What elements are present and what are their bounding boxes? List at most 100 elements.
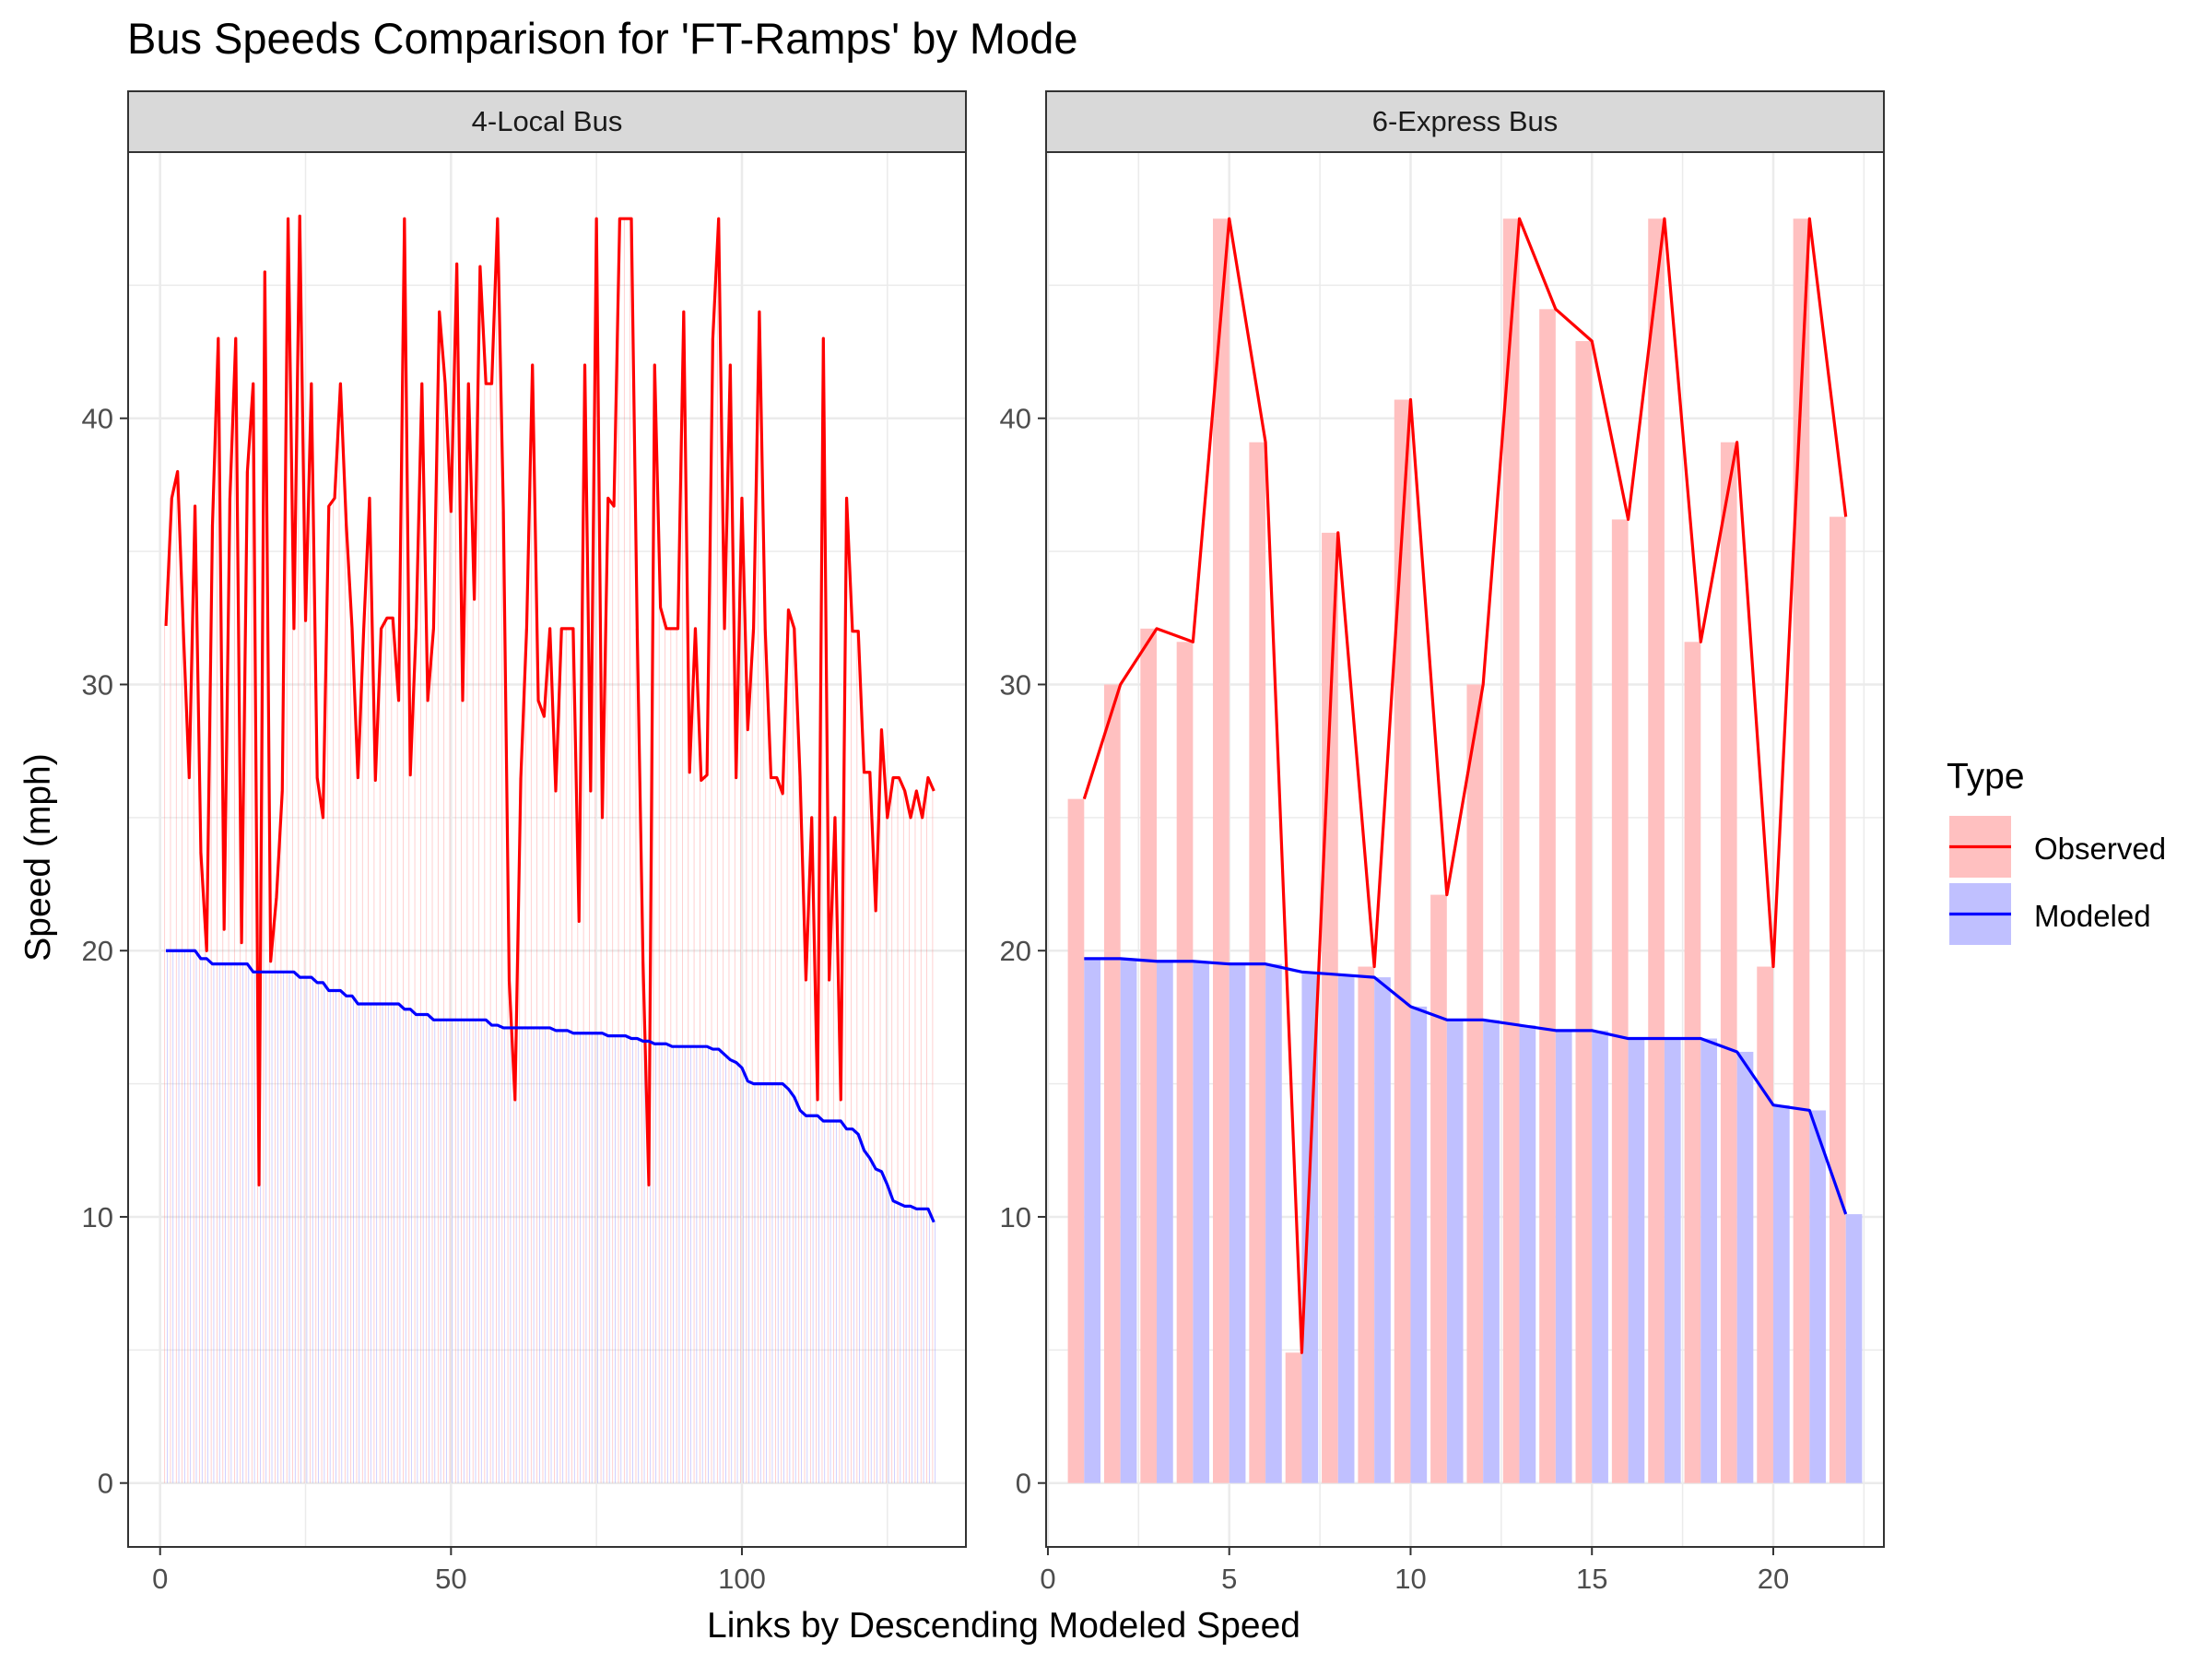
y-tick-label: 20 <box>1000 935 1031 967</box>
observed-bar <box>1176 642 1194 1483</box>
observed-bar <box>187 777 189 1483</box>
observed-bar <box>303 620 305 1483</box>
observed-bar <box>437 312 439 1483</box>
observed-bar <box>512 1099 514 1483</box>
modeled-bar <box>859 1134 861 1483</box>
observed-bar <box>926 777 927 1483</box>
modeled-bar <box>1664 1038 1681 1483</box>
observed-bar <box>1684 642 1701 1483</box>
x-tick-label: 10 <box>1394 1563 1426 1595</box>
modeled-line <box>166 949 935 1223</box>
modeled-bar <box>806 1115 808 1483</box>
observed-bar <box>716 218 718 1483</box>
modeled-bar <box>789 1089 791 1483</box>
panel-strip-label: 6-Express Bus <box>1372 105 1559 137</box>
modeled-bar <box>591 1033 593 1483</box>
y-axis-ticks: 0 10 20 30 40 <box>1000 403 1046 1500</box>
modeled-bar <box>1193 961 1210 1483</box>
observed-bar <box>245 471 247 1483</box>
observed-bar <box>1575 341 1593 1483</box>
modeled-bars <box>167 950 936 1483</box>
modeled-bar <box>649 1041 651 1483</box>
modeled-bar <box>218 963 220 1483</box>
observed-bar <box>385 618 386 1483</box>
observed-bar <box>792 628 794 1483</box>
modeled-bar <box>183 950 185 1483</box>
observed-bar <box>740 498 741 1483</box>
observed-bar <box>164 625 166 1483</box>
observed-bar <box>763 628 765 1483</box>
modeled-bar <box>527 1027 529 1483</box>
legend-entry-observed: Observed <box>1949 816 2166 878</box>
modeled-bar <box>492 1025 494 1483</box>
modeled-bar <box>818 1115 819 1483</box>
modeled-bar <box>294 972 296 1483</box>
observed-bar <box>781 793 782 1483</box>
observed-bar <box>507 979 509 1483</box>
x-tick-label: 20 <box>1758 1563 1789 1595</box>
observed-bar <box>816 1099 818 1483</box>
modeled-bar <box>469 1020 471 1483</box>
modeled-bar <box>347 996 348 1483</box>
modeled-bar <box>545 1027 547 1483</box>
observed-bar <box>326 506 328 1483</box>
modeled-bar <box>236 963 238 1483</box>
modeled-bar <box>661 1044 663 1483</box>
observed-bar <box>582 364 584 1483</box>
modeled-bar <box>696 1046 698 1483</box>
x-axis-ticks: 0 50 100 <box>152 1547 766 1595</box>
observed-bar <box>408 774 410 1483</box>
y-tick-label: 10 <box>1000 1201 1031 1233</box>
x-axis-label: Links by Descending Modeled Speed <box>707 1606 1300 1646</box>
observed-bar <box>751 628 753 1483</box>
modeled-bar <box>387 1003 389 1483</box>
modeled-bar <box>905 1206 907 1483</box>
modeled-bar <box>1555 1030 1572 1483</box>
modeled-bar <box>1410 1006 1428 1483</box>
observed-bar <box>728 364 730 1483</box>
observed-bar <box>612 506 614 1483</box>
x-tick-label: 50 <box>435 1563 466 1595</box>
modeled-bar <box>783 1083 784 1483</box>
modeled-bar <box>603 1033 605 1483</box>
modeled-bar <box>1845 1214 1863 1483</box>
modeled-bar <box>504 1027 505 1483</box>
observed-bar <box>496 218 497 1483</box>
observed-bar <box>542 716 544 1483</box>
observed-bar <box>670 628 672 1483</box>
observed-bar <box>217 338 218 1483</box>
observed-bar <box>833 817 834 1483</box>
modeled-bar <box>928 1209 930 1483</box>
modeled-bar <box>283 972 285 1483</box>
observed-bar <box>263 271 265 1483</box>
modeled-bar <box>853 1128 854 1483</box>
observed-bar <box>856 631 858 1483</box>
modeled-bar <box>562 1030 564 1483</box>
modeled-bar <box>615 1035 616 1483</box>
modeled-bar <box>701 1046 703 1483</box>
observed-bar <box>723 628 724 1483</box>
panel-strip-label: 4-Local Bus <box>472 105 623 137</box>
modeled-bar <box>260 972 261 1483</box>
modeled-bar <box>533 1027 535 1483</box>
observed-bar <box>769 777 771 1483</box>
modeled-bar <box>522 1027 523 1483</box>
modeled-bar <box>487 1020 488 1483</box>
observed-bar <box>280 790 282 1483</box>
observed-bar <box>618 218 619 1483</box>
modeled-bar <box>742 1068 744 1483</box>
modeled-bar <box>835 1121 837 1483</box>
modeled-bar <box>748 1080 750 1483</box>
modeled-bar <box>736 1062 738 1483</box>
observed-bar <box>577 921 579 1483</box>
observed-bar <box>396 700 398 1483</box>
observed-bar <box>431 628 433 1483</box>
observed-line <box>1082 217 1848 1354</box>
modeled-bar <box>1120 958 1137 1483</box>
legend-label-observed: Observed <box>2034 832 2166 866</box>
modeled-bar <box>539 1027 540 1483</box>
observed-bar <box>1285 1352 1302 1483</box>
observed-bar <box>879 729 881 1483</box>
observed-bar <box>809 817 811 1483</box>
observed-bar <box>379 628 381 1483</box>
